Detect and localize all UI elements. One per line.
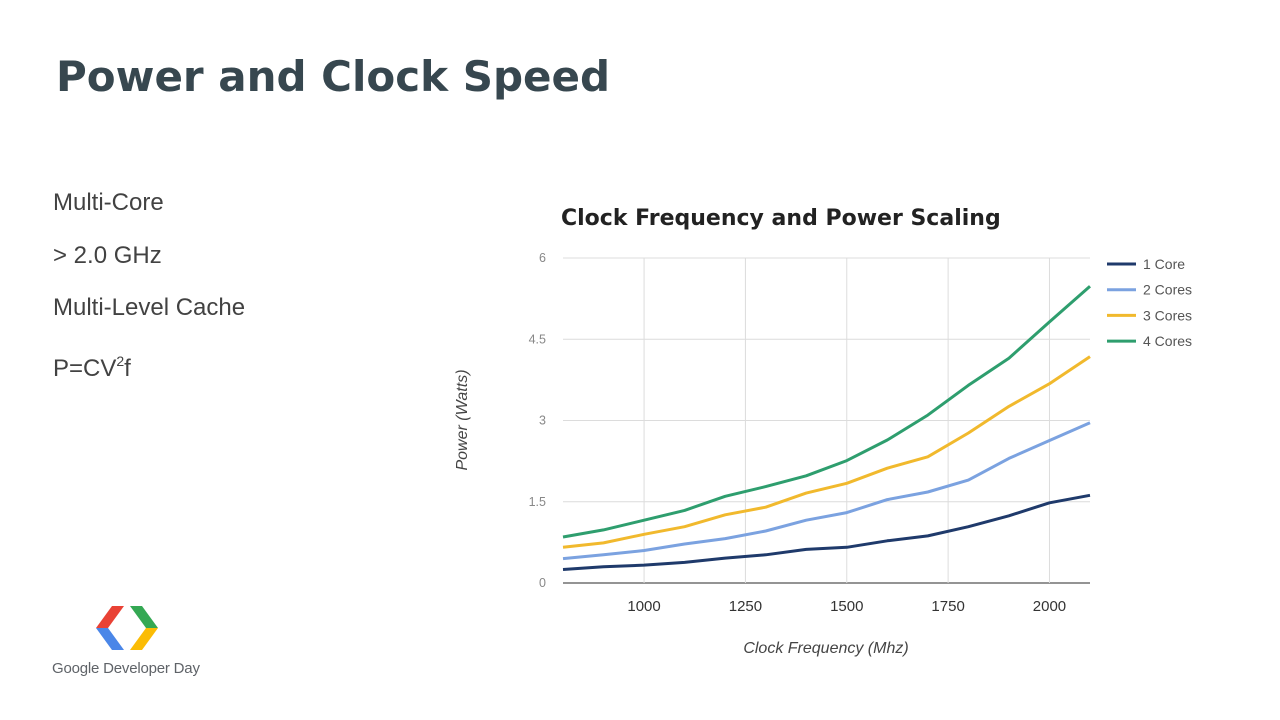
line-chart: Clock Frequency and Power Scaling 0 1.5 3 4…	[454, 206, 1192, 657]
x-tick-label: 1250	[729, 598, 762, 615]
logo-text: Google Developer Day	[52, 660, 200, 677]
google-developer-day-logo: Google Developer Day	[52, 604, 212, 684]
y-axis-ticks: 0 1.5 3 4.5 6	[529, 251, 546, 590]
legend-label: 2 Cores	[1143, 282, 1192, 298]
bullet-item: > 2.0 GHz	[53, 241, 162, 269]
y-tick-label: 0	[539, 576, 546, 590]
bullet-item: Multi-Level Cache	[53, 294, 246, 321]
x-tick-label: 1000	[627, 598, 660, 615]
x-tick-label: 2000	[1033, 598, 1066, 615]
x-tick-label: 1500	[830, 598, 863, 615]
formula-suffix: f	[124, 354, 131, 382]
page-title: Power and Clock Speed	[56, 52, 611, 101]
series-line-4-cores	[562, 285, 1091, 539]
legend-label: 1 Core	[1143, 256, 1185, 272]
chevron-brackets-icon	[96, 606, 158, 650]
bullet-item: Multi-Core	[53, 189, 164, 216]
y-tick-label: 1.5	[529, 495, 546, 509]
formula-prefix: P=CV	[53, 354, 117, 382]
series-line-2-cores	[562, 421, 1091, 561]
legend-label: 3 Cores	[1143, 307, 1192, 323]
bullet-list: Multi-Core > 2.0 GHz Multi-Level Cache P…	[53, 186, 245, 396]
formula-superscript: 2	[116, 352, 125, 369]
chart-legend: 1 Core 2 Cores 3 Cores 4 Cores	[1107, 256, 1192, 349]
y-tick-label: 3	[539, 414, 546, 428]
y-tick-label: 4.5	[529, 332, 546, 346]
chart-grid	[563, 257, 1090, 584]
bullet-formula: P=CV2f	[53, 344, 245, 397]
chart-title: Clock Frequency and Power Scaling	[561, 206, 1001, 231]
x-axis-label: Clock Frequency (Mhz)	[743, 640, 908, 657]
y-axis-label: Power (Watts)	[454, 369, 471, 470]
x-axis-ticks: 1000 1250 1500 1750 2000	[627, 598, 1066, 615]
x-tick-label: 1750	[931, 598, 964, 615]
series-line-3-cores	[562, 355, 1091, 549]
y-tick-label: 6	[539, 251, 546, 265]
series-line-1-core	[562, 493, 1091, 571]
chart-lines	[562, 285, 1091, 571]
legend-label: 4 Cores	[1143, 333, 1192, 349]
